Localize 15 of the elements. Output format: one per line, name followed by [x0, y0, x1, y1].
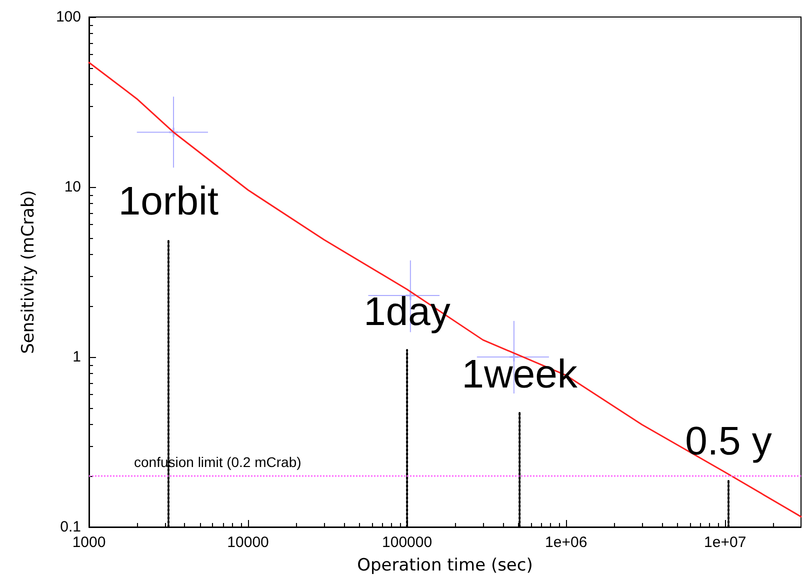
y-tick-label: 1 [72, 348, 81, 366]
x-tick-label: 10000 [227, 534, 269, 551]
x-tick-label: 1e+07 [704, 534, 746, 551]
x-tick-label: 1000 [72, 534, 106, 551]
y-tick-label: 10 [64, 178, 81, 196]
y-tick-label: 100 [56, 8, 81, 26]
x-axis-title: Operation time (sec) [357, 556, 533, 576]
series-label: 1orbit [118, 180, 218, 224]
series-label: 1week [462, 352, 578, 397]
y-tick-label: 0.1 [60, 518, 81, 536]
series-label: 0.5 y [685, 420, 772, 464]
series-label: 1day [364, 290, 450, 334]
x-tick-label: 1e+06 [545, 534, 588, 551]
x-tick-label: 100000 [382, 534, 432, 551]
y-axis-title: Sensitivity (mCrab) [18, 190, 38, 354]
